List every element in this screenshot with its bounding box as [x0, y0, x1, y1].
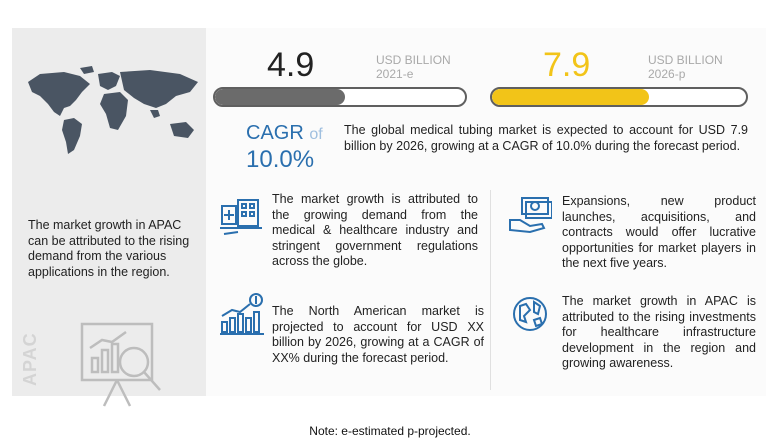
- cards-divider: [490, 190, 491, 390]
- card-expansions-text: Expansions, new product launches, acquis…: [562, 194, 756, 270]
- unit-2026-line1: USD BILLION: [648, 53, 723, 67]
- cagr-label: CAGR of: [246, 122, 323, 145]
- unit-2021: USD BILLION 2021-e: [376, 53, 451, 81]
- card-north-america-text: The North American market is projected t…: [272, 304, 484, 365]
- card-apac-investments-text: The market growth in APAC is attributed …: [562, 294, 756, 370]
- market-value-2021: 4.9: [267, 46, 315, 84]
- apac-watermark-label: APAC: [20, 332, 40, 386]
- market-value-2026: 7.9: [543, 46, 591, 84]
- cagr-of: of: [309, 126, 323, 143]
- card-healthcare-demand-text: The market growth is attributed to the g…: [272, 192, 478, 268]
- market-summary-text: The global medical tubing market is expe…: [344, 123, 748, 153]
- progress-bar-2021: [213, 87, 467, 107]
- footnote: Note: e-estimated p-projected.: [309, 424, 471, 438]
- cagr-value: 10.0%: [246, 146, 315, 173]
- money-hand-icon: [509, 197, 552, 234]
- left-panel: The market growth in APAC can be attribu…: [12, 28, 206, 407]
- hospital-building-icon: [220, 199, 262, 235]
- world-map-icon: [28, 66, 198, 154]
- unit-2026: USD BILLION 2026-p: [648, 53, 723, 81]
- progress-fill-2026: [492, 89, 650, 105]
- dollar-growth-chart-icon: [220, 293, 264, 335]
- cagr-word: CAGR: [246, 122, 304, 144]
- magnifier-chart-icon: [80, 322, 161, 407]
- progress-bar-2026: [490, 87, 748, 107]
- right-panel: 4.9 USD BILLION 2021-e 7.9 USD BILLION 2…: [206, 28, 766, 396]
- unit-2021-line2: 2021-e: [376, 67, 414, 81]
- globe-network-icon: [513, 297, 547, 331]
- unit-2026-line2: 2026-p: [648, 67, 686, 81]
- unit-2021-line1: USD BILLION: [376, 53, 451, 67]
- apac-growth-text: The market growth in APAC can be attribu…: [28, 218, 190, 279]
- progress-fill-2021: [215, 89, 345, 105]
